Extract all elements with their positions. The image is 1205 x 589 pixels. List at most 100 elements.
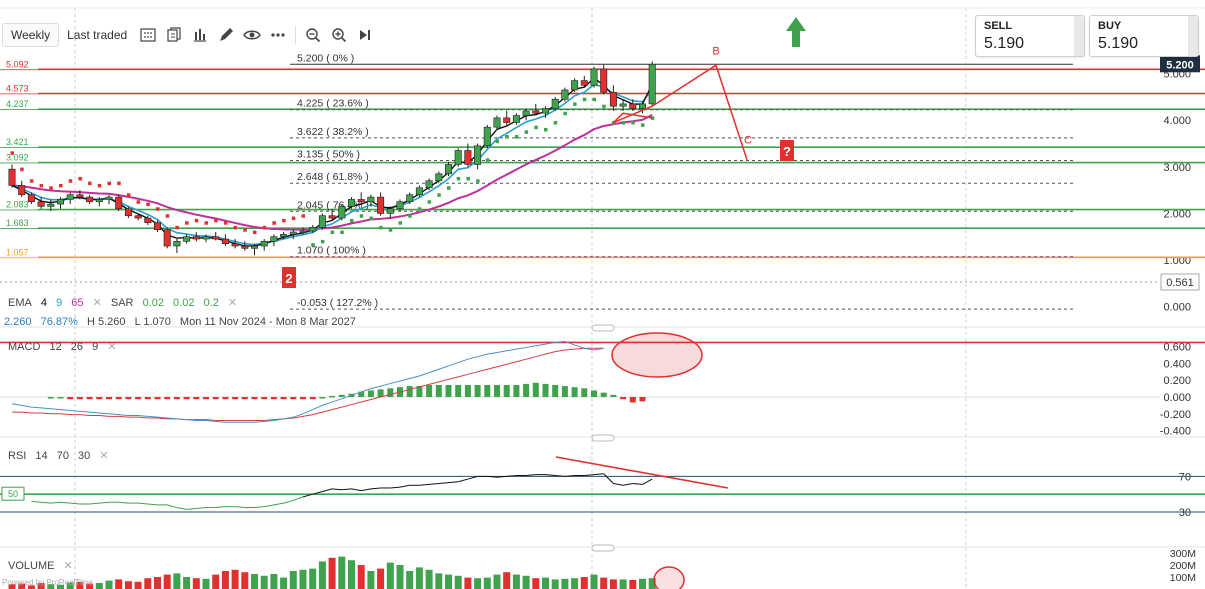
candle-body [47, 203, 55, 207]
sar-dot [544, 128, 548, 132]
sar-dot [592, 97, 596, 102]
macd-histogram-bar [96, 397, 103, 400]
macd-histogram-bar [416, 386, 423, 397]
sar-dot [447, 186, 451, 190]
level-label-bg [0, 217, 38, 229]
volume-bar [105, 580, 113, 589]
ema-param-mid: 9 [56, 297, 63, 309]
sar-dot [194, 218, 199, 223]
remove-ema-icon[interactable]: ✕ [92, 297, 102, 309]
rsi-line-segment [196, 507, 207, 509]
macd-histogram-bar [542, 383, 549, 397]
candle-body [183, 236, 191, 242]
sar-param-2: 0.02 [173, 297, 195, 309]
remove-macd-icon[interactable]: ✕ [107, 341, 117, 353]
macd-histogram-bar [523, 383, 530, 397]
volume-bar [183, 577, 191, 589]
volume-bar [57, 584, 64, 589]
grid-icon[interactable] [135, 24, 161, 46]
skip-end-icon[interactable] [352, 24, 378, 46]
sar-dot [107, 181, 111, 186]
buy-quote-button[interactable]: BUY 5.190 [1089, 15, 1199, 57]
remove-sar-icon[interactable]: ✕ [227, 297, 238, 309]
level-label: 5.092 [6, 59, 29, 69]
volume-bar [202, 578, 210, 589]
macd-histogram-bar [261, 397, 268, 400]
volume-bar [600, 577, 608, 589]
rsi-line-segment [545, 474, 556, 477]
volume-legend: VOLUME ✕ [8, 559, 79, 572]
candle-body [202, 236, 210, 240]
compare-icon[interactable] [161, 24, 187, 46]
ema-label[interactable]: EMA [8, 297, 32, 309]
candle-body [154, 222, 162, 231]
macd-histogram-bar [144, 397, 151, 400]
sar-dot [301, 214, 305, 218]
bar-chart-icon[interactable] [187, 24, 213, 46]
price-type-tab[interactable]: Last traded [67, 28, 128, 42]
chart-toolbar: Weekly Last traded [0, 22, 378, 48]
volume-bar [619, 579, 627, 589]
sar-dot [641, 123, 645, 127]
rsi-param-period: 14 [35, 450, 48, 462]
sar-dot [311, 243, 315, 247]
macd-histogram-bar [367, 390, 374, 397]
sar-label[interactable]: SAR [110, 297, 134, 309]
volume-bar [435, 573, 443, 589]
macd-histogram-bar [270, 397, 277, 400]
rsi-line-segment [302, 493, 313, 498]
remove-volume-icon[interactable]: ✕ [63, 560, 73, 572]
macd-histogram-bar [358, 391, 365, 397]
sar-dot [330, 230, 335, 235]
info-percent: 76.87% [40, 316, 78, 328]
candle-body [474, 145, 482, 165]
sar-dot [68, 179, 73, 183]
macd-label[interactable]: MACD [8, 341, 41, 353]
rsi-line-segment [118, 501, 129, 504]
candle-body [241, 245, 249, 249]
rsi-label[interactable]: RSI [8, 450, 27, 462]
sar-dot [39, 183, 44, 188]
macd-param-fast: 12 [49, 341, 62, 353]
macd-axis-tick: 0.600 [1163, 342, 1191, 354]
macd-histogram-bar [552, 384, 559, 397]
volume-bar [134, 581, 142, 589]
zoom-in-icon[interactable] [326, 24, 352, 46]
volume-bar [192, 578, 200, 589]
macd-histogram-bar [86, 397, 93, 400]
remove-rsi-icon[interactable]: ✕ [99, 450, 109, 462]
macd-histogram-bar [212, 397, 219, 400]
sar-dot [582, 97, 587, 102]
macd-histogram-bar [241, 397, 248, 400]
macd-histogram-bar [484, 384, 491, 397]
candle-body [503, 117, 511, 123]
candle-body [415, 187, 423, 196]
eye-icon[interactable] [239, 24, 265, 46]
volume-label[interactable]: VOLUME [8, 560, 55, 572]
candle-body [8, 168, 16, 186]
candle-body [251, 245, 259, 249]
sar-dot [175, 225, 179, 230]
ema-param-slow: 65 [71, 297, 84, 309]
zoom-out-icon[interactable] [300, 24, 326, 46]
candle-body [396, 201, 404, 210]
sar-dot [359, 214, 364, 218]
rsi-mid-label: 50 [8, 489, 18, 499]
rsi-line-segment [167, 504, 178, 509]
sell-quote-button[interactable]: SELL 5.190 [975, 15, 1085, 57]
volume-bar [503, 572, 511, 589]
rsi-param-lower: 30 [78, 450, 91, 462]
volume-bar [221, 571, 229, 589]
candle-body [144, 217, 152, 224]
rsi-line-segment [273, 502, 284, 506]
macd-histogram-bar [571, 387, 578, 397]
draw-pencil-icon[interactable] [213, 24, 239, 46]
timeframe-tab[interactable]: Weekly [2, 23, 60, 47]
macd-histogram-bar [629, 397, 636, 403]
date-range: Mon 11 Nov 2024 - Mon 8 Mar 2027 [179, 316, 356, 328]
macd-histogram-bar [67, 397, 74, 400]
volume-bar [173, 573, 181, 589]
macd-param-slow: 26 [70, 341, 84, 353]
more-icon[interactable] [265, 24, 291, 46]
